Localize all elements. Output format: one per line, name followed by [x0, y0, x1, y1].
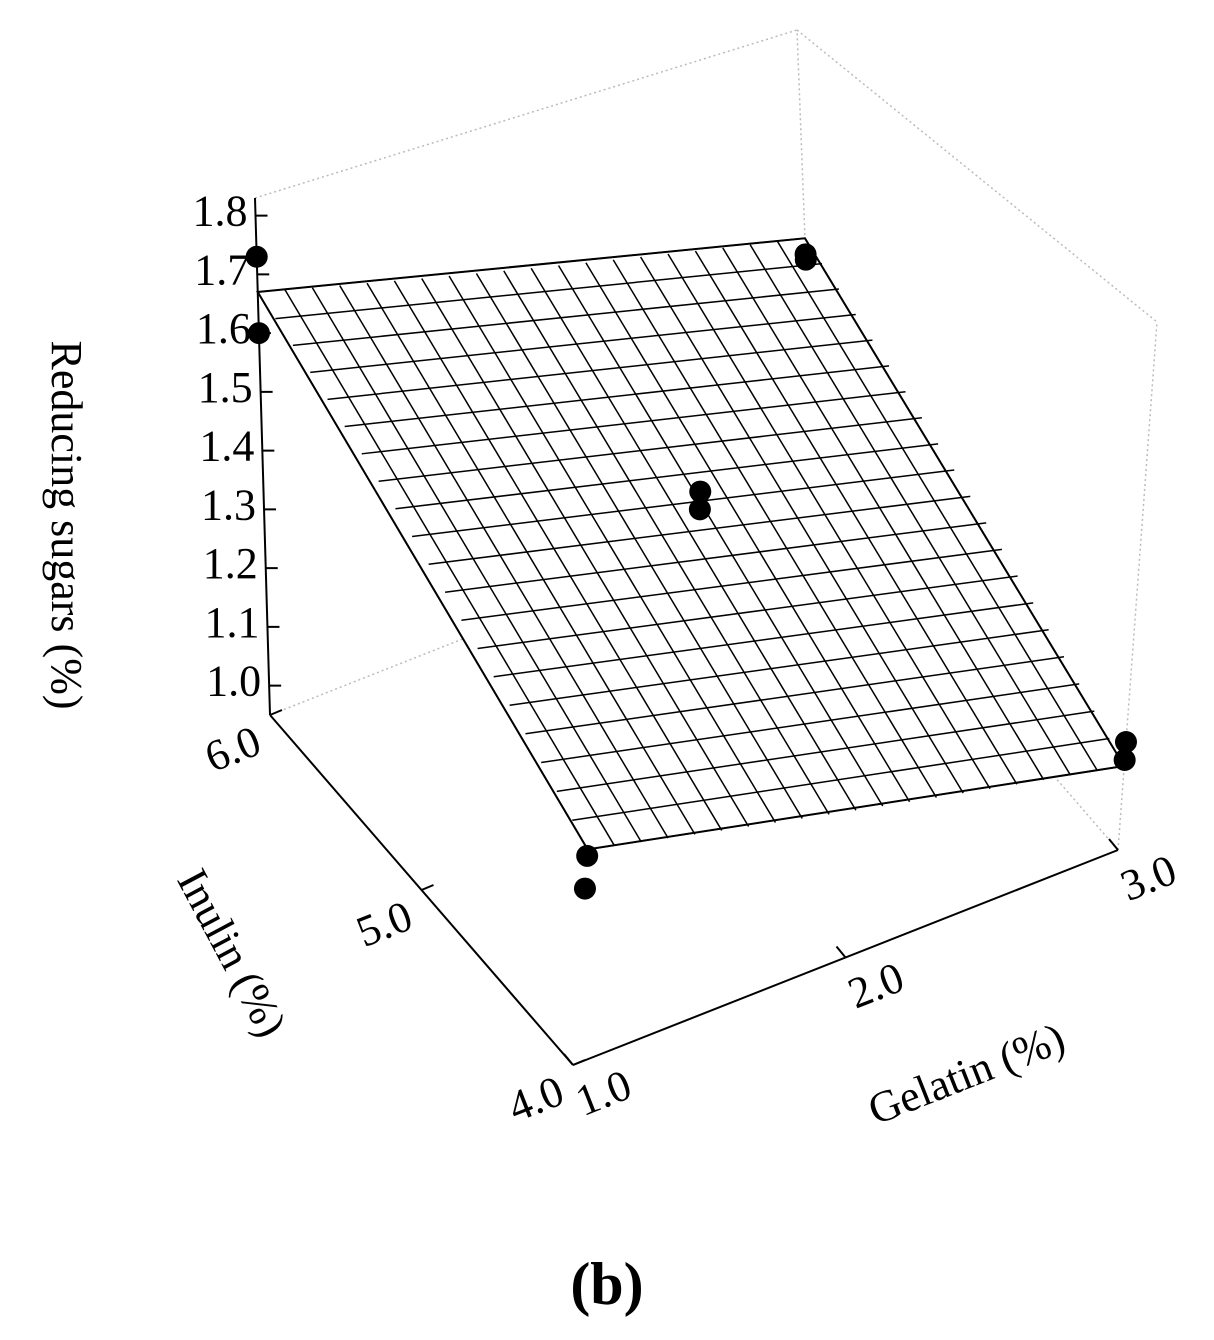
surface-mesh-line — [344, 365, 890, 428]
z-tick-label: 1.1 — [204, 598, 259, 647]
z-tick-label: 1.4 — [199, 422, 254, 471]
data-point — [689, 480, 712, 503]
z-tick-label: 1.3 — [201, 480, 256, 529]
surface-mesh-line — [339, 285, 669, 839]
surface-mesh-line — [585, 262, 911, 803]
surface-mesh-line — [557, 265, 884, 807]
box-edge — [796, 29, 1158, 323]
surface-mesh-line — [694, 250, 1018, 785]
data-point — [247, 322, 270, 345]
x-tick — [1108, 838, 1119, 851]
surface-mesh-line — [639, 256, 964, 794]
y-tick-label: 6.0 — [198, 716, 267, 782]
y-tick-label: 5.0 — [350, 891, 419, 957]
data-point — [794, 248, 817, 271]
surface-mesh-line — [284, 289, 616, 847]
surface-mesh-line — [667, 253, 991, 790]
surface-mesh-line — [366, 282, 696, 835]
y-tick-label: 4.0 — [501, 1066, 570, 1132]
panel-label: (b) — [570, 1251, 643, 1317]
x-axis-title: Gelatin (%) — [861, 1013, 1071, 1134]
z-tick-label: 1.7 — [194, 245, 249, 294]
surface-mesh-line — [525, 656, 1065, 735]
y-tick — [269, 709, 283, 716]
surface-mesh-line — [572, 737, 1110, 822]
z-tick-label: 1.0 — [206, 657, 261, 706]
data-point — [688, 498, 711, 521]
x-tick-label: 1.0 — [569, 1060, 638, 1126]
data-point — [245, 245, 268, 268]
z-tick-label: 1.2 — [203, 539, 258, 588]
surface-mesh-line — [530, 267, 857, 811]
surface-mesh-line — [509, 629, 1049, 706]
surface-mesh-line — [393, 280, 723, 831]
surface-mesh-line — [361, 391, 906, 455]
y-tick — [421, 884, 434, 891]
surface-mesh-line — [503, 270, 830, 815]
box-edge — [1117, 321, 1158, 851]
surface-mesh-line — [722, 247, 1045, 781]
x-tick-label: 2.0 — [841, 953, 910, 1019]
surface-mesh-line — [475, 273, 803, 819]
box-edge — [254, 29, 798, 199]
surface-mesh-line — [448, 275, 777, 823]
data-point — [573, 877, 596, 900]
data-point — [1113, 749, 1136, 771]
surface-mesh-line — [275, 262, 823, 320]
z-tick-label: 1.8 — [193, 187, 248, 236]
x-tick — [563, 1053, 574, 1066]
surface — [256, 237, 1126, 851]
surface-mesh-line — [804, 237, 1125, 767]
surface-mesh-line — [310, 313, 856, 374]
data-point — [576, 844, 599, 867]
y-tick — [572, 1059, 586, 1066]
x-tick-label: 3.0 — [1114, 845, 1183, 911]
surface-mesh-line — [587, 765, 1125, 851]
surface-mesh-line — [493, 602, 1034, 678]
z-tick-label: 1.6 — [196, 304, 251, 353]
surface-mesh-line — [749, 244, 1072, 776]
data-point — [1114, 731, 1137, 753]
surface-mesh-line — [421, 278, 750, 827]
surface-mesh-line — [292, 288, 840, 347]
z-axis-title: Reducing sugars (%) — [42, 340, 91, 709]
z-axis — [254, 197, 271, 716]
surface-mesh-line — [257, 237, 806, 293]
surface-mesh-line — [556, 710, 1095, 793]
surface-mesh-line — [541, 683, 1080, 764]
surface-mesh-line — [257, 291, 589, 850]
y-axis-title: Inulin (%) — [168, 861, 297, 1045]
surface-mesh-line — [612, 259, 938, 798]
surface-mesh-line — [311, 287, 642, 843]
surface-mesh-line — [327, 339, 873, 401]
surface-mesh-line — [776, 241, 1099, 772]
x-tick — [835, 945, 847, 959]
z-tick-label: 1.5 — [198, 363, 253, 412]
